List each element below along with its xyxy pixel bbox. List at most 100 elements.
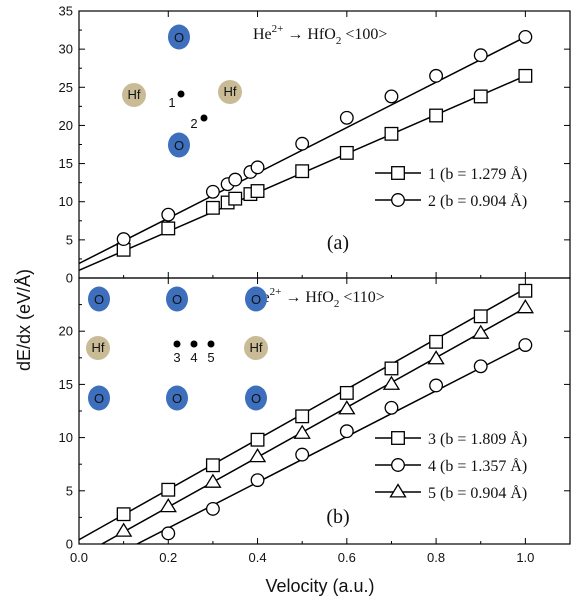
data-point	[161, 526, 176, 541]
data-point	[161, 221, 176, 236]
title-arrow: →	[283, 26, 307, 43]
trajectory-point	[177, 90, 185, 98]
title-arrow: →	[281, 289, 305, 306]
data-point	[472, 324, 490, 339]
y-tick-label: 0	[66, 537, 73, 552]
oxygen-atom	[245, 385, 267, 411]
trajectory-point	[190, 340, 198, 348]
panel-a: 0 5 10 15 20 25 30 35 1 (b = 1.279 Å) 2 (b = 0.90…	[59, 4, 571, 286]
y-tick-label: 15	[59, 156, 73, 171]
hafnium-label: Hf	[250, 340, 263, 355]
data-point	[250, 473, 265, 488]
x-tick-label: 0.6	[338, 550, 356, 565]
data-point	[518, 283, 533, 298]
hafnium-label: Hf	[128, 87, 141, 102]
data-point	[473, 359, 488, 374]
hafnium-atom	[244, 336, 268, 360]
hafnium-label: Hf	[224, 84, 237, 99]
trajectory-label: 2	[190, 116, 197, 131]
legend-marker	[391, 431, 405, 445]
oxygen-label: O	[251, 391, 261, 406]
data-point	[339, 424, 354, 439]
oxygen-label: O	[174, 138, 184, 153]
legend-marker	[391, 458, 405, 472]
panel-label: (a)	[327, 232, 349, 254]
y-tick-label: 5	[66, 232, 73, 247]
data-point	[516, 299, 535, 314]
data-point	[473, 48, 488, 63]
hafnium-atom	[122, 83, 146, 107]
data-point	[204, 473, 222, 488]
hafnium-atom	[218, 80, 242, 104]
y-tick-label: 30	[59, 42, 73, 57]
data-point	[293, 424, 311, 439]
y-tick-label: 10	[59, 430, 73, 445]
data-point	[339, 110, 354, 125]
trajectory-point	[173, 340, 181, 348]
data-point	[429, 68, 444, 83]
legend-label: 1 (b = 1.279 Å)	[428, 165, 527, 183]
hafnium-label: Hf	[92, 340, 105, 355]
legend-label: 2 (b = 0.904 Å)	[428, 192, 527, 210]
chart-title: He2+ → HfO2 <110>	[251, 286, 385, 310]
title-charge: 2+	[272, 23, 284, 35]
oxygen-label: O	[94, 391, 104, 406]
data-point	[429, 334, 444, 349]
data-point	[518, 338, 533, 352]
title-target: HfO	[305, 289, 333, 306]
trajectory-label: 5	[207, 350, 214, 365]
y-axis-label: dE/dx (eV/Å)	[14, 269, 34, 371]
oxygen-atom	[166, 286, 188, 312]
y-tick-label: 20	[59, 118, 73, 133]
data-point	[382, 375, 401, 390]
data-point	[295, 447, 310, 462]
data-point	[205, 184, 220, 199]
data-point	[228, 172, 243, 187]
data-point	[205, 501, 220, 516]
data-point	[248, 447, 267, 463]
oxygen-label: O	[251, 292, 261, 307]
data-point	[161, 207, 176, 222]
oxygen-atom	[168, 24, 190, 50]
legend-label: 3 (b = 1.809 Å)	[428, 430, 527, 448]
trajectory-point	[200, 114, 208, 122]
x-tick-label: 0.8	[427, 550, 445, 565]
data-point	[205, 458, 220, 473]
data-point	[518, 29, 533, 44]
oxygen-atom	[166, 385, 188, 411]
data-point	[250, 184, 265, 198]
data-point	[384, 89, 399, 104]
data-point	[427, 350, 445, 365]
panel-b: 0 5 10 15 20 0.0 0.2 0.4 0.6 0.8 1.0 3 (b = 1.809 Å…	[59, 277, 571, 565]
trajectory-label: 4	[190, 350, 197, 365]
data-point	[116, 232, 131, 247]
plot-area	[79, 29, 533, 272]
title-sub: 2	[334, 298, 340, 310]
chart-title: He2+ → HfO2 <100>	[253, 23, 387, 47]
data-point	[384, 400, 399, 415]
oxygen-label: O	[174, 30, 184, 45]
trajectory-label: 1	[168, 95, 175, 110]
oxygen-label: O	[172, 292, 182, 307]
x-tick-label: 0.4	[249, 550, 267, 565]
data-point	[114, 522, 133, 537]
trajectory-label: 3	[173, 350, 180, 365]
y-tick-label: 5	[66, 483, 73, 498]
title-sub: 2	[336, 35, 342, 47]
lattice-schematic: O O O O O O Hf Hf 3 4 5	[86, 286, 268, 411]
title-ion: He	[253, 26, 272, 43]
y-tick-label: 25	[59, 80, 73, 95]
trajectory-point	[207, 340, 215, 348]
x-tick-label: 1.0	[516, 550, 534, 565]
data-point	[473, 309, 488, 324]
y-tick-label: 35	[59, 4, 73, 19]
data-point	[228, 191, 243, 206]
data-point	[429, 378, 444, 393]
oxygen-atom	[245, 286, 267, 312]
y-tick-label: 10	[59, 194, 73, 209]
legend-label: 5 (b = 0.904 Å)	[428, 484, 527, 502]
plot-frame	[78, 277, 571, 545]
oxygen-label: O	[172, 391, 182, 406]
title-dir: <110>	[339, 289, 384, 306]
plot-area	[79, 283, 535, 544]
